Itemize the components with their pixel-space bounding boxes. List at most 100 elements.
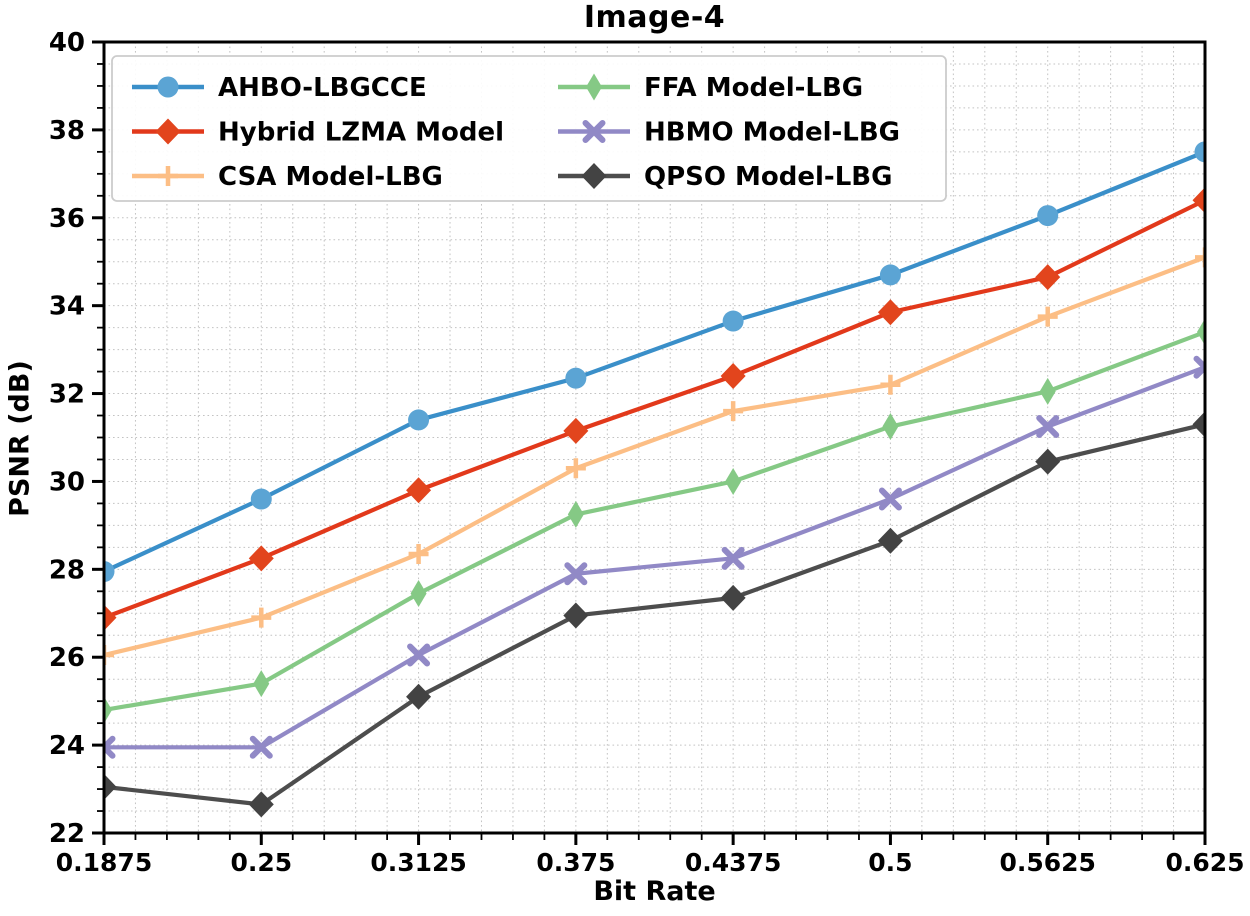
x-tick-label: 0.375 [536, 848, 615, 877]
data-point-marker [155, 118, 181, 145]
data-point-marker [1193, 355, 1205, 379]
legend-item-hybrid-lzma-model: Hybrid LZMA Model [132, 118, 504, 148]
data-point-marker [721, 546, 745, 570]
data-point-marker [720, 584, 746, 611]
data-point-marker [723, 401, 744, 422]
series-line [104, 365, 1205, 750]
y-tick-label: 28 [49, 555, 85, 585]
y-tick-label: 32 [49, 380, 85, 410]
x-tick-label: 0.625 [1165, 848, 1244, 877]
legend-box [111, 55, 947, 202]
data-point-marker [567, 500, 584, 528]
data-point-marker [1037, 205, 1059, 227]
legend-label: CSA Model-LBG [218, 162, 443, 192]
data-point-marker [1039, 377, 1056, 405]
data-point-marker [251, 607, 272, 628]
data-point-marker [104, 773, 117, 800]
y-tick-label: 24 [49, 731, 85, 761]
data-point-marker [250, 488, 272, 510]
series-line [104, 329, 1205, 713]
data-point-marker [882, 413, 899, 441]
legend-item-ffa-model-lbg: FFA Model-LBG [558, 73, 863, 103]
legend-item-ahbo-lbgcce: AHBO-LBGCCE [132, 73, 427, 103]
series-ffa-model-lbg [104, 318, 1205, 724]
data-point-marker [249, 735, 273, 759]
x-tick-label: 0.3125 [370, 848, 466, 877]
data-point-marker [1035, 448, 1061, 475]
data-point-marker [248, 791, 274, 818]
x-axis: 0.1875 0.25 0.3125 0.375 0.4375 0.5 0.5625 0.62… [56, 834, 1245, 877]
data-point-marker [581, 163, 607, 189]
data-point-marker [877, 527, 903, 554]
y-tick-label: 38 [49, 116, 85, 146]
legend: AHBO-LBGCCE Hybrid LZMA Model CSA Model-LB… [111, 55, 947, 202]
data-point-marker [406, 477, 432, 504]
data-point-marker [158, 166, 178, 186]
data-point-marker [564, 562, 588, 586]
data-point-marker [1036, 415, 1060, 439]
series-group [104, 141, 1205, 818]
series-qpso-model-lbg [104, 411, 1205, 818]
data-point-marker [563, 602, 589, 629]
x-tick-label: 0.5625 [999, 848, 1095, 877]
plot-border [102, 40, 1207, 835]
data-point-marker [879, 264, 901, 286]
data-point-marker [408, 409, 430, 431]
legend-label: AHBO-LBGCCE [218, 73, 427, 103]
data-point-marker [720, 362, 746, 389]
legend-item-csa-model-lbg: CSA Model-LBG [132, 162, 443, 192]
data-point-marker [406, 683, 432, 710]
data-point-marker [582, 120, 606, 143]
data-point-marker [104, 561, 115, 583]
x-axis-label: Bit Rate [593, 876, 716, 907]
data-point-marker [1035, 264, 1061, 291]
x-tick-label: 0.5 [868, 848, 912, 877]
x-tick-label: 0.25 [230, 848, 292, 877]
data-point-marker [1195, 247, 1205, 268]
series-line [104, 149, 1205, 574]
data-point-marker [880, 374, 901, 395]
x-tick-label: 0.1875 [56, 848, 152, 877]
data-point-marker [104, 696, 112, 724]
data-point-marker [407, 643, 431, 667]
data-point-marker [1192, 411, 1205, 438]
data-point-marker [1037, 306, 1058, 327]
series-line [104, 198, 1205, 620]
series-ahbo-lbgcce [104, 141, 1205, 583]
data-point-marker [1192, 187, 1205, 214]
y-tick-label: 26 [49, 643, 85, 673]
legend-label: QPSO Model-LBG [644, 162, 892, 192]
data-point-marker [877, 299, 903, 326]
legend-label: Hybrid LZMA Model [218, 118, 504, 148]
series-hbmo-model-lbg [104, 355, 1205, 759]
series-line [104, 255, 1205, 658]
data-point-marker [565, 458, 586, 479]
y-axis-label: PSNR (dB) [4, 360, 36, 517]
data-point-marker [722, 310, 744, 332]
legend-item-hbmo-model-lbg: HBMO Model-LBG [558, 118, 900, 148]
data-point-marker [104, 645, 114, 666]
data-point-marker [104, 604, 117, 631]
data-point-marker [1194, 141, 1205, 163]
series-line [104, 422, 1205, 807]
data-point-marker [157, 76, 179, 98]
y-tick-label: 22 [49, 819, 85, 849]
data-point-marker [408, 543, 429, 564]
data-point-marker [253, 670, 270, 698]
data-point-marker [878, 487, 902, 511]
legend-label: HBMO Model-LBG [644, 118, 900, 148]
series-hybrid-lzma-model [104, 187, 1205, 631]
data-point-marker [563, 417, 589, 444]
data-point-marker [248, 545, 274, 572]
data-point-marker [565, 367, 587, 389]
data-point-marker [586, 73, 602, 101]
data-point-marker [1197, 318, 1205, 346]
y-tick-label: 40 [49, 28, 85, 58]
data-point-marker [410, 580, 427, 608]
x-tick-label: 0.4375 [685, 848, 781, 877]
data-point-marker [104, 735, 116, 759]
y-axis: 22 24 26 28 30 32 34 36 38 40 [49, 28, 103, 849]
chart-title: Image-4 [583, 0, 726, 35]
